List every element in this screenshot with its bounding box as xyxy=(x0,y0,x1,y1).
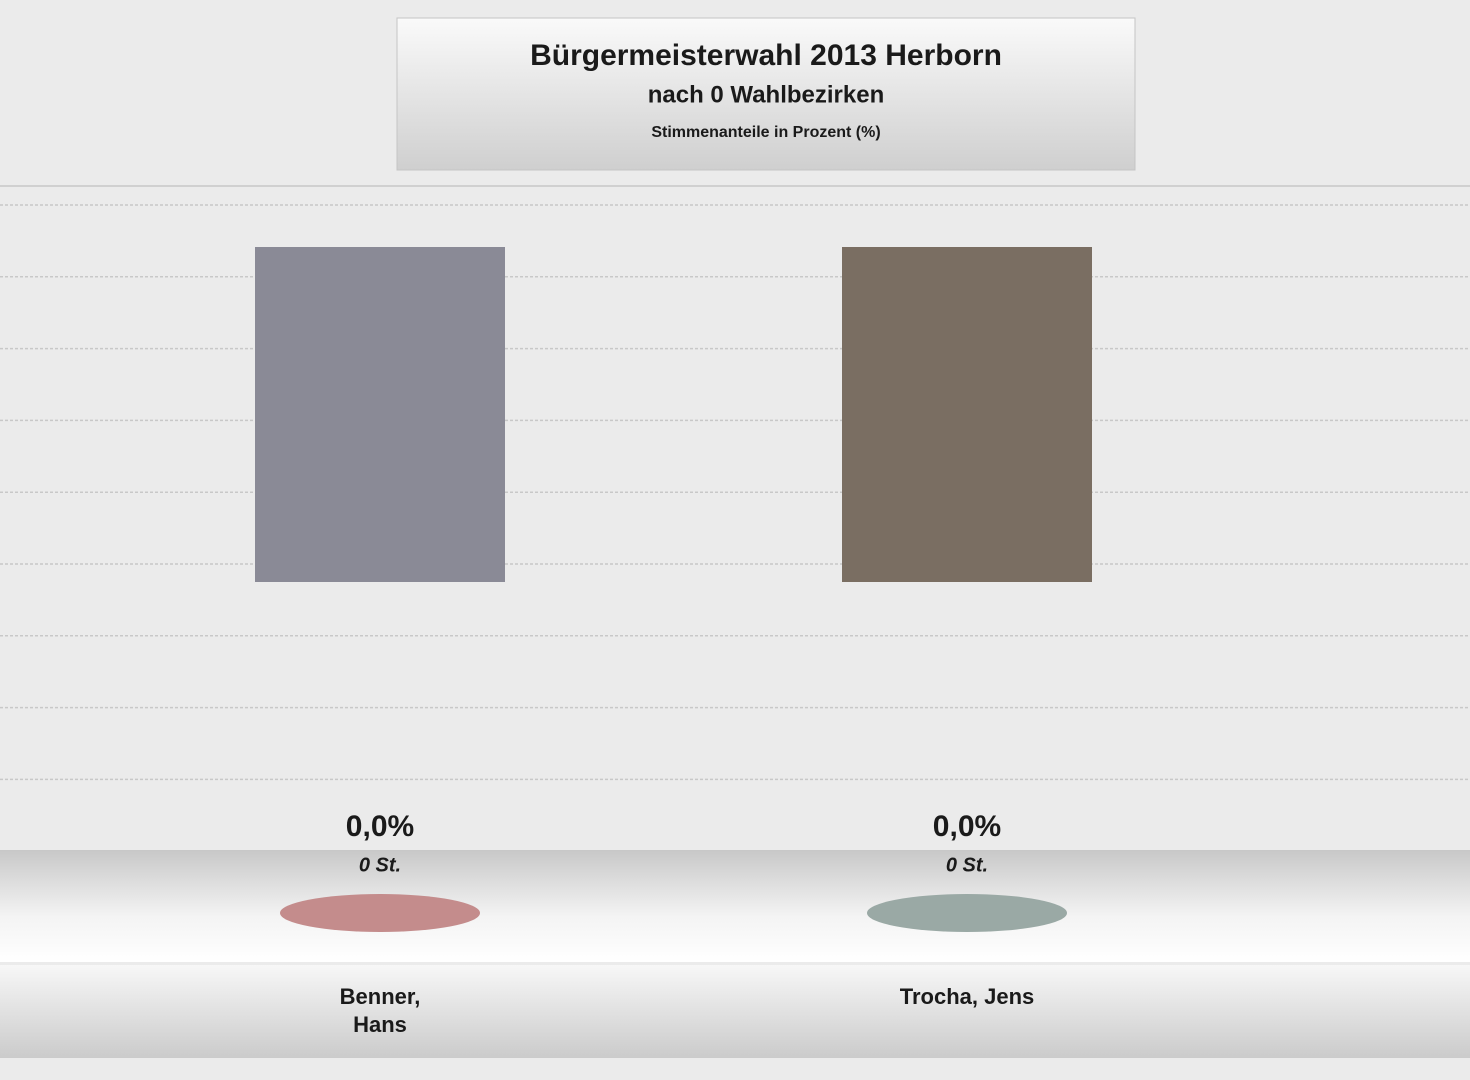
candidate-photo xyxy=(255,247,505,582)
bar-cap xyxy=(867,894,1067,932)
category-label: Trocha, Jens xyxy=(899,984,1035,1009)
vote-label: 0 St. xyxy=(946,854,988,876)
value-label: 0,0% xyxy=(933,810,1001,843)
candidate-photo xyxy=(842,247,1092,582)
label-band xyxy=(0,965,1470,1058)
grid xyxy=(0,204,1470,781)
category-label: Benner, Hans xyxy=(339,984,421,1037)
vote-label: 0 St. xyxy=(359,854,401,876)
title-box xyxy=(396,17,1136,171)
base-band xyxy=(0,850,1470,962)
value-label: 0,0% xyxy=(346,810,414,843)
chart-subtitle: nach 0 Wahlbezirken xyxy=(648,81,885,108)
axis-note: Stimmenanteile in Prozent (%) xyxy=(651,124,880,141)
bar-cap xyxy=(280,894,480,932)
bars xyxy=(280,894,1067,932)
chart-title: Bürgermeisterwahl 2013 Herborn xyxy=(530,39,1002,72)
